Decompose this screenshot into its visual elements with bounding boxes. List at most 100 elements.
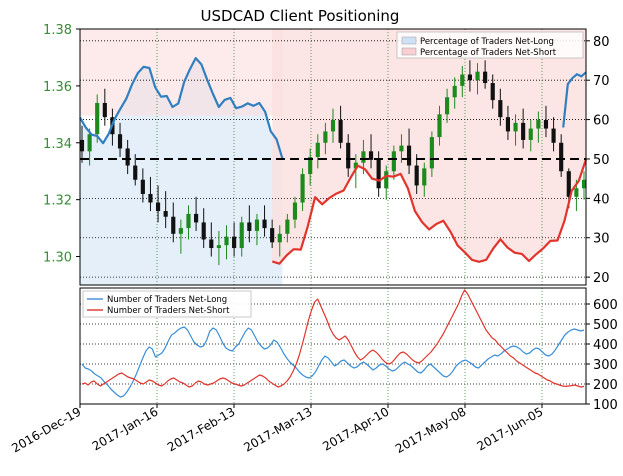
bottom-legend-label: Number of Traders Net-Long xyxy=(107,295,227,305)
candle-body xyxy=(536,120,541,129)
candle-body xyxy=(490,83,495,101)
candle-body xyxy=(125,148,130,166)
candle-body xyxy=(475,71,480,81)
net-short-count-line xyxy=(81,289,585,388)
candle-body xyxy=(140,179,145,194)
net-short-area xyxy=(272,29,586,264)
top-legend-label: Percentage of Traders Net-Long xyxy=(420,37,554,47)
date-tick-label: 2017-Mar-13 xyxy=(241,404,314,454)
candle-body xyxy=(300,174,305,203)
candle-body xyxy=(95,102,100,135)
chart-title: USDCAD Client Positioning xyxy=(201,7,400,25)
candle-body xyxy=(285,219,290,234)
candle-body xyxy=(224,236,229,246)
top-legend-box xyxy=(396,31,584,59)
candle-body xyxy=(414,165,419,186)
count-tick-label: 400 xyxy=(593,338,618,353)
candle-body xyxy=(361,151,366,163)
candle-body xyxy=(155,202,161,212)
price-tick-label: 1.34 xyxy=(43,137,72,152)
candle-body xyxy=(566,171,571,197)
net-short-percentage-line xyxy=(271,159,588,265)
percentage-line-layer xyxy=(79,57,588,265)
percent-tick-label: 30 xyxy=(593,232,610,247)
candle-body xyxy=(87,134,92,152)
percent-axis: 20 30 40 50 60 70 80 xyxy=(586,35,610,286)
price-tick-label: 1.32 xyxy=(43,194,72,209)
candle-body xyxy=(467,74,472,81)
candle-body xyxy=(437,114,442,138)
candle-body xyxy=(232,236,237,249)
candle-body xyxy=(148,193,153,203)
candle-body xyxy=(163,211,168,217)
date-tick-label: 2016-Dec-19 xyxy=(9,404,83,455)
candle-body xyxy=(308,157,313,175)
candle-body xyxy=(247,222,252,231)
date-tick-label: 2017-Apr-10 xyxy=(320,404,391,453)
candle-body xyxy=(209,239,214,249)
candle-body xyxy=(483,71,488,84)
candle-body xyxy=(315,142,320,157)
percent-tick-label: 50 xyxy=(593,153,610,168)
top-legend: Percentage of Traders Net-LongPercentage… xyxy=(396,31,584,59)
candle-body xyxy=(521,122,526,140)
net-long-percentage-line xyxy=(79,57,284,159)
net-long-count-line xyxy=(81,326,585,398)
candle-body xyxy=(133,165,138,180)
price-tick-label: 1.30 xyxy=(43,251,72,266)
count-tick-label: 200 xyxy=(593,378,618,393)
price-tick-label: 1.36 xyxy=(43,80,72,95)
top-panel-frame xyxy=(79,28,587,286)
bottom-legend-label: Number of Traders Net-Short xyxy=(107,306,230,316)
date-tick-label: 2017-Jun-05 xyxy=(475,404,546,453)
percentage-area-layer xyxy=(80,29,586,285)
candle-body xyxy=(194,213,199,223)
candle-body xyxy=(254,219,260,231)
top-panel-grid xyxy=(80,29,586,285)
count-axis: 100 200 300 400 500 600 xyxy=(586,298,618,413)
candle-body xyxy=(323,131,328,143)
bottom-panel-frame xyxy=(79,287,587,405)
date-tick-label: 2017-May-08 xyxy=(393,404,468,456)
candle-body xyxy=(292,202,298,220)
percent-tick-label: 60 xyxy=(593,114,610,129)
count-tick-label: 500 xyxy=(593,318,618,333)
candle-body xyxy=(216,245,221,249)
top-legend-swatch xyxy=(401,47,417,56)
candle-body xyxy=(452,85,457,98)
candle-body xyxy=(581,179,587,189)
candle-body xyxy=(422,168,427,186)
candle-body xyxy=(460,74,465,86)
net-short-area-left xyxy=(80,29,283,116)
date-tick-label: 2017-Feb-13 xyxy=(165,404,238,454)
count-tick-label: 300 xyxy=(593,358,618,373)
candle-body xyxy=(102,102,107,118)
price-tick-label: 1.38 xyxy=(43,23,72,38)
top-legend-label: Percentage of Traders Net-Short xyxy=(420,48,557,58)
candle-body xyxy=(186,213,191,229)
candle-body xyxy=(391,151,396,172)
date-tick-label: 2017-Jan-16 xyxy=(90,404,161,453)
trader-count-line-layer xyxy=(81,289,585,398)
candle-body xyxy=(498,100,503,118)
candle-body xyxy=(239,222,244,249)
count-tick-label: 100 xyxy=(593,398,618,413)
candle-body xyxy=(559,142,564,172)
percent-tick-label: 20 xyxy=(593,271,610,286)
candle-body xyxy=(262,219,267,229)
count-tick-label: 600 xyxy=(593,298,618,313)
top-panel: 1.30 1.32 1.34 1.36 1.38 20 30 40 50 60 70 80 Perc… xyxy=(43,23,610,286)
candle-body xyxy=(406,145,412,166)
candle-body xyxy=(513,122,518,132)
price-axis: 1.30 1.32 1.34 1.36 1.38 xyxy=(43,23,80,266)
candle-body xyxy=(384,171,389,189)
candle-body xyxy=(445,97,450,115)
candle-body xyxy=(346,142,351,169)
net-long-percentage-line-tail xyxy=(562,71,587,128)
candle-body xyxy=(270,228,275,243)
candle-body xyxy=(376,159,381,189)
percent-tick-label: 80 xyxy=(593,35,610,50)
percent-tick-label: 70 xyxy=(593,74,610,89)
